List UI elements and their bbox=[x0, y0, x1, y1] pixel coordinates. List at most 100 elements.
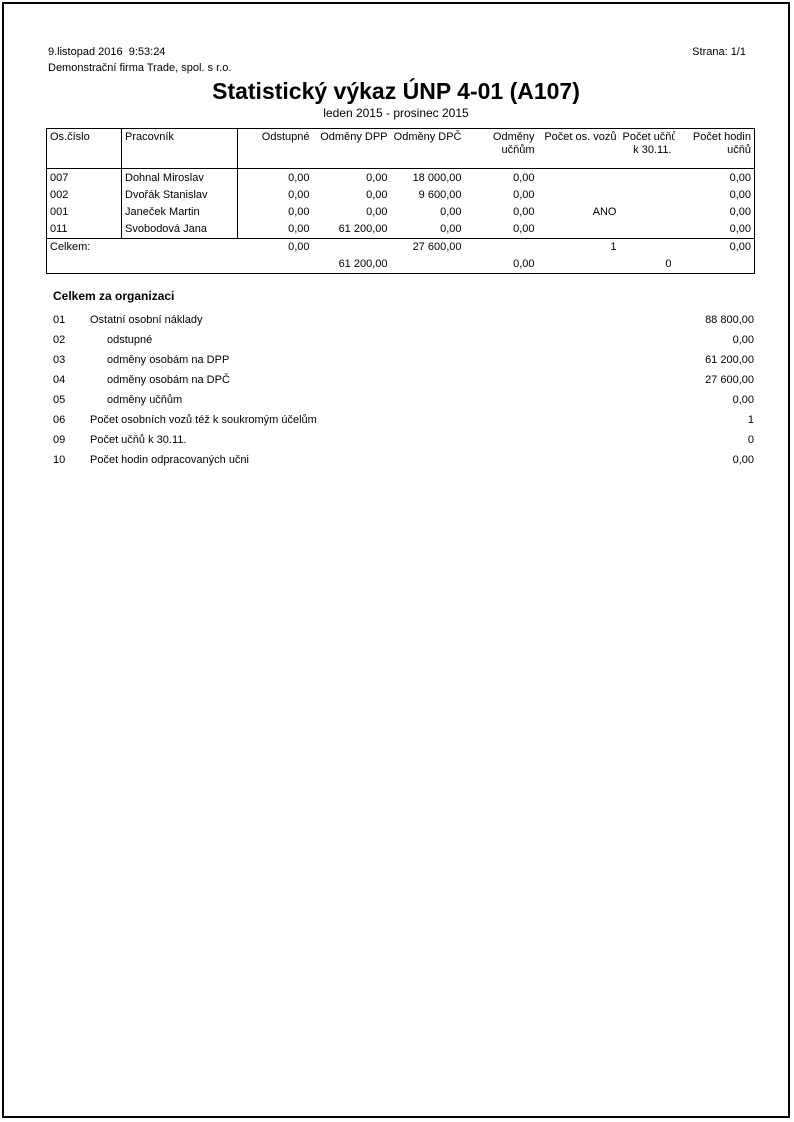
cell-odstupne: 0,00 bbox=[288, 172, 310, 184]
cell-odstupne: 0,00 bbox=[288, 189, 310, 201]
summary-item-code: 05 bbox=[53, 394, 66, 406]
cell-odmeny-ucnum: 0,00 bbox=[513, 206, 535, 218]
summary-item-code: 04 bbox=[53, 374, 66, 386]
column-header-pracovnik: Pracovník bbox=[121, 128, 238, 169]
summary-item-value: 27 600,00 bbox=[705, 374, 754, 386]
total-odmeny-dpp: 61 200,00 bbox=[338, 258, 388, 270]
cell-pocet-hodin: 0,00 bbox=[729, 189, 751, 201]
column-header-os-cislo: Os.číslo bbox=[46, 128, 122, 169]
column-header-odstupne: Odstupné bbox=[237, 128, 313, 169]
cell-pocet-hodin: 0,00 bbox=[729, 223, 751, 235]
total-odmeny-dpc bbox=[391, 256, 465, 274]
total-odmeny-ucnum: 0,00 bbox=[513, 258, 535, 270]
cell-pocet-hodin: 0,00 bbox=[729, 172, 751, 184]
totals-label: Celkem: bbox=[46, 238, 238, 256]
summary-item-code: 01 bbox=[53, 314, 66, 326]
summary-item-label: odměny učňům bbox=[107, 394, 183, 406]
summary-item: 01 Ostatní osobní náklady 88 800,00 bbox=[53, 310, 754, 330]
column-header-odmeny-dpc: Odměny DPČ bbox=[390, 128, 465, 169]
cell-odmeny-dpc: 0,00 bbox=[440, 206, 462, 218]
column-header-pocet-ucnu: Počet učňů k 30.11. bbox=[619, 128, 675, 169]
cell-odmeny-dpc: 9 600,00 bbox=[418, 189, 462, 201]
employee-table: Os.číslo Pracovník Odstupné Odměny DPP O… bbox=[46, 128, 755, 274]
summary-item-value: 1 bbox=[747, 414, 754, 426]
summary-heading: Celkem za organizaci bbox=[53, 289, 175, 303]
summary-item-label: odměny osobám na DPČ bbox=[107, 374, 230, 386]
total-odmeny-ucnum bbox=[464, 238, 538, 256]
cell-os-cislo: 001 bbox=[46, 204, 122, 221]
summary-item: 02 odstupné 0,00 bbox=[53, 330, 754, 350]
summary-item-value: 88 800,00 bbox=[705, 314, 754, 326]
total-odstupne: 0,00 bbox=[237, 238, 313, 256]
total-pocet-hodin: 0,00 bbox=[674, 238, 755, 256]
cell-odmeny-dpp: 0,00 bbox=[366, 172, 388, 184]
report-header: 9.listopad 2016 9:53:24 Strana: 1/1 bbox=[48, 46, 746, 59]
column-header-odmeny-ucnum: Odměny učňům bbox=[464, 128, 538, 169]
summary-item-code: 09 bbox=[53, 434, 66, 446]
cell-pocet-hodin: 0,00 bbox=[729, 206, 751, 218]
cell-os-cislo: 011 bbox=[46, 221, 122, 239]
total-odmeny-dpp bbox=[312, 238, 391, 256]
summary-item: 03 odměny osobám na DPP 61 200,00 bbox=[53, 350, 754, 370]
summary-item-label: Počet hodin odpracovaných učni bbox=[90, 454, 249, 466]
column-header-pocet-vozu: Počet os. vozů bbox=[537, 128, 620, 169]
cell-odmeny-dpp: 61 200,00 bbox=[338, 223, 388, 235]
cell-pracovnik: Svobodová Jana bbox=[121, 221, 238, 239]
cell-odmeny-dpp: 0,00 bbox=[366, 189, 388, 201]
report-title: Statistický výkaz ÚNP 4-01 (A107) bbox=[212, 78, 580, 104]
column-header-odmeny-dpp: Odměny DPP bbox=[312, 128, 391, 169]
summary-item-value: 0,00 bbox=[732, 394, 754, 406]
report-period: leden 2015 - prosinec 2015 bbox=[323, 106, 469, 120]
total-pocet-ucnu bbox=[619, 238, 675, 256]
total-pocet-vozu: 1 bbox=[537, 238, 620, 256]
total-pocet-ucnu: 0 bbox=[665, 258, 672, 270]
page-number: Strana: 1/1 bbox=[692, 46, 746, 58]
cell-pocet-ucnu bbox=[620, 187, 675, 204]
cell-odmeny-ucnum: 0,00 bbox=[513, 223, 535, 235]
summary-item: 10 Počet hodin odpracovaných učni 0,00 bbox=[53, 450, 754, 470]
summary-item-label: Počet učňů k 30.11. bbox=[90, 434, 187, 446]
summary-item: 06 Počet osobních vozů též k soukromým ú… bbox=[53, 410, 754, 430]
cell-pocet-ucnu bbox=[620, 221, 675, 239]
summary-item: 09 Počet učňů k 30.11. 0 bbox=[53, 430, 754, 450]
cell-odmeny-dpp: 0,00 bbox=[366, 206, 388, 218]
summary-item-label: Ostatní osobní náklady bbox=[90, 314, 203, 326]
cell-pocet-vozu bbox=[538, 187, 620, 204]
summary-item-value: 61 200,00 bbox=[705, 354, 754, 366]
table-row: 007 Dohnal Miroslav 0,00 0,00 18 000,00 … bbox=[46, 168, 755, 187]
cell-pocet-vozu: ANO bbox=[592, 206, 617, 218]
cell-pracovnik: Janeček Martin bbox=[121, 204, 238, 221]
totals-row: Celkem: 0,00 27 600,00 1 0,00 bbox=[46, 238, 755, 256]
cell-pracovnik: Dohnal Miroslav bbox=[121, 168, 238, 187]
summary-item-code: 03 bbox=[53, 354, 66, 366]
table-header-row: Os.číslo Pracovník Odstupné Odměny DPP O… bbox=[46, 128, 755, 169]
cell-odmeny-dpc: 18 000,00 bbox=[412, 172, 462, 184]
summary-item-value: 0,00 bbox=[732, 454, 754, 466]
column-header-pocet-hodin: Počet hodin učňů bbox=[674, 128, 755, 169]
cell-odmeny-ucnum: 0,00 bbox=[513, 189, 535, 201]
summary-item-code: 02 bbox=[53, 334, 66, 346]
total-pocet-vozu bbox=[538, 256, 620, 274]
summary-item: 05 odměny učňům 0,00 bbox=[53, 390, 754, 410]
cell-os-cislo: 007 bbox=[46, 168, 122, 187]
total-odstupne bbox=[238, 256, 313, 274]
summary-item: 04 odměny osobám na DPČ 27 600,00 bbox=[53, 370, 754, 390]
cell-os-cislo: 002 bbox=[46, 187, 122, 204]
cell-pracovnik: Dvořák Stanislav bbox=[121, 187, 238, 204]
summary-item-code: 10 bbox=[53, 454, 66, 466]
table-row: 001 Janeček Martin 0,00 0,00 0,00 0,00 A… bbox=[46, 204, 755, 221]
cell-pocet-vozu bbox=[538, 221, 620, 239]
total-pocet-hodin bbox=[675, 256, 755, 274]
company-name: Demonstrační firma Trade, spol. s r.o. bbox=[48, 62, 232, 74]
cell-odstupne: 0,00 bbox=[288, 206, 310, 218]
summary-item-label: odměny osobám na DPP bbox=[107, 354, 230, 366]
summary-items: 01 Ostatní osobní náklady 88 800,00 02 o… bbox=[53, 310, 754, 470]
print-datetime: 9.listopad 2016 9:53:24 bbox=[48, 46, 166, 58]
summary-item-label: Počet osobních vozů též k soukromým účel… bbox=[90, 414, 317, 426]
summary-item-value: 0,00 bbox=[732, 334, 754, 346]
cell-odmeny-ucnum: 0,00 bbox=[513, 172, 535, 184]
cell-pocet-ucnu bbox=[620, 204, 675, 221]
summary-item-code: 06 bbox=[53, 414, 66, 426]
cell-odmeny-dpc: 0,00 bbox=[440, 223, 462, 235]
